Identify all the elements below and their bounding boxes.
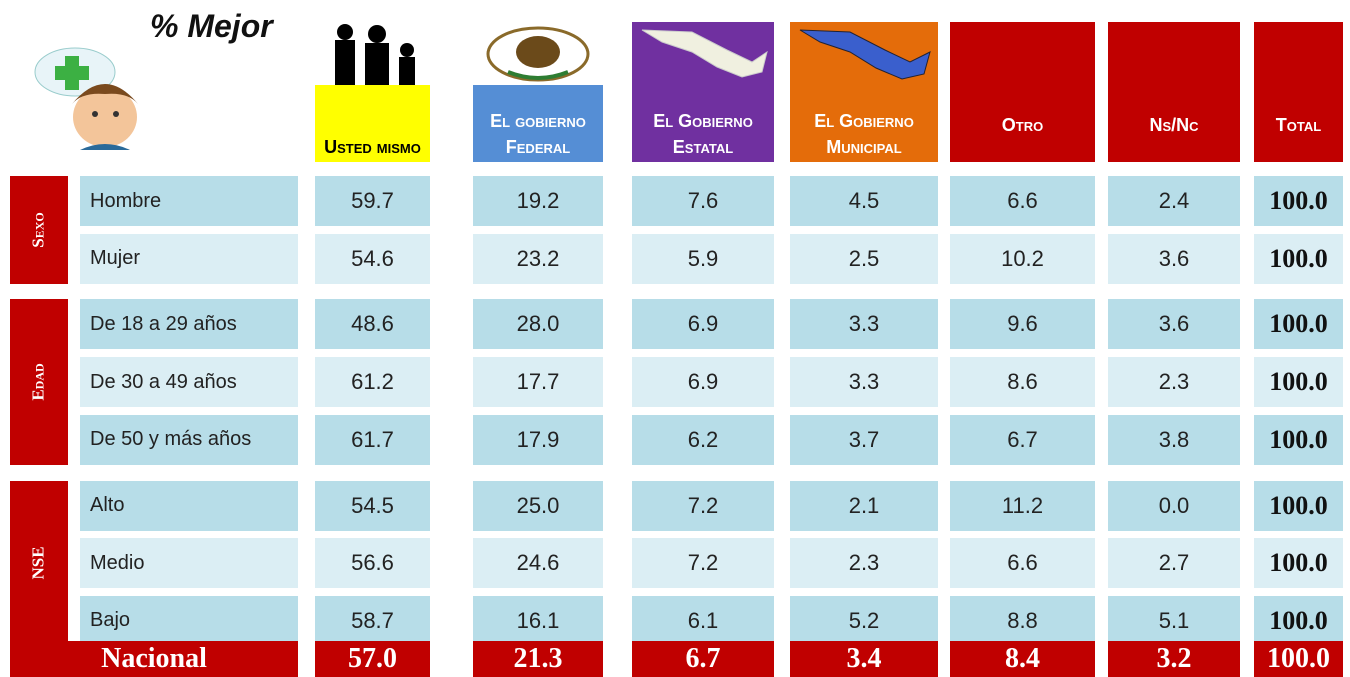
data-cell: 10.2	[950, 233, 1095, 284]
data-cell: 5.1	[1108, 595, 1240, 646]
data-cell: 100.0	[1254, 233, 1343, 284]
icon	[34, 47, 138, 150]
row-label: Bajo	[80, 595, 298, 646]
data-cell: 2.3	[1108, 357, 1240, 408]
total-cell: 21.3	[473, 641, 603, 677]
data-cell: 54.5	[315, 480, 430, 531]
data-cell: 54.6	[315, 233, 430, 284]
group-label-text: Sexo	[29, 212, 48, 248]
data-cell: 6.6	[950, 538, 1095, 589]
data-cell: 2.1	[790, 480, 938, 531]
data-cell: 9.6	[950, 299, 1095, 350]
data-cell: 3.3	[790, 357, 938, 408]
data-cell: 3.7	[790, 414, 938, 465]
data-cell: 5.9	[632, 233, 774, 284]
data-cell: 6.6	[950, 176, 1095, 226]
data-cell: 3.8	[1108, 414, 1240, 465]
column-header: El gobierno Federal	[473, 85, 603, 162]
emblem-image	[473, 22, 603, 85]
data-cell: 100.0	[1254, 480, 1343, 531]
data-cell: 7.2	[632, 538, 774, 589]
data-cell: 7.6	[632, 176, 774, 226]
group-label: Sexo	[10, 176, 68, 284]
total-label: Nacional	[10, 641, 298, 677]
data-cell: 6.1	[632, 595, 774, 646]
row-label: De 18 a 29 años	[80, 299, 298, 350]
row-label: Hombre	[80, 176, 298, 226]
data-cell: 100.0	[1254, 538, 1343, 589]
column-header: Total	[1254, 22, 1343, 162]
data-cell: 4.5	[790, 176, 938, 226]
total-cell: 3.2	[1108, 641, 1240, 677]
title: % Mejor	[150, 8, 273, 44]
column-header: El Gobierno Estatal	[632, 85, 774, 162]
data-cell: 6.9	[632, 357, 774, 408]
data-cell: 61.2	[315, 357, 430, 408]
data-cell: 24.6	[473, 538, 603, 589]
data-cell: 100.0	[1254, 299, 1343, 350]
data-cell: 6.9	[632, 299, 774, 350]
data-cell: 23.2	[473, 233, 603, 284]
data-cell: 3.3	[790, 299, 938, 350]
row-label: De 30 a 49 años	[80, 357, 298, 408]
total-cell: 57.0	[315, 641, 430, 677]
column-header: El Gobierno Municipal	[790, 85, 938, 162]
people-image	[315, 22, 430, 85]
data-cell: 11.2	[950, 480, 1095, 531]
column-header: Usted mismo	[315, 85, 430, 162]
data-cell: 6.2	[632, 414, 774, 465]
total-cell: 100.0	[1254, 641, 1343, 677]
data-cell: 2.3	[790, 538, 938, 589]
data-cell: 16.1	[473, 595, 603, 646]
total-cell: 3.4	[790, 641, 938, 677]
row-label: Medio	[80, 538, 298, 589]
data-cell: 59.7	[315, 176, 430, 226]
data-cell: 8.6	[950, 357, 1095, 408]
group-label-text: NSE	[28, 546, 48, 580]
data-cell: 3.6	[1108, 299, 1240, 350]
row-label: Mujer	[80, 233, 298, 284]
data-cell: 6.7	[950, 414, 1095, 465]
data-cell: 28.0	[473, 299, 603, 350]
data-cell: 19.2	[473, 176, 603, 226]
data-cell: 56.6	[315, 538, 430, 589]
data-cell: 48.6	[315, 299, 430, 350]
map-image	[790, 22, 938, 85]
data-cell: 0.0	[1108, 480, 1240, 531]
data-cell: 7.2	[632, 480, 774, 531]
group-label: NSE	[10, 480, 68, 646]
data-cell: 100.0	[1254, 414, 1343, 465]
data-cell: 2.5	[790, 233, 938, 284]
row-label: De 50 y más años	[80, 414, 298, 465]
total-cell: 8.4	[950, 641, 1095, 677]
data-cell: 5.2	[790, 595, 938, 646]
group-label-text: Edad	[29, 363, 48, 401]
column-header: Otro	[950, 22, 1095, 162]
data-cell: 61.7	[315, 414, 430, 465]
data-cell: 17.9	[473, 414, 603, 465]
row-label: Alto	[80, 480, 298, 531]
map-image	[632, 22, 774, 85]
data-cell: 100.0	[1254, 357, 1343, 408]
column-header: Ns/Nc	[1108, 22, 1240, 162]
data-cell: 25.0	[473, 480, 603, 531]
group-label: Edad	[10, 299, 68, 465]
data-cell: 2.7	[1108, 538, 1240, 589]
total-cell: 6.7	[632, 641, 774, 677]
data-cell: 2.4	[1108, 176, 1240, 226]
data-cell: 8.8	[950, 595, 1095, 646]
data-cell: 100.0	[1254, 595, 1343, 646]
data-cell: 17.7	[473, 357, 603, 408]
data-cell: 100.0	[1254, 176, 1343, 226]
data-cell: 3.6	[1108, 233, 1240, 284]
data-cell: 58.7	[315, 595, 430, 646]
